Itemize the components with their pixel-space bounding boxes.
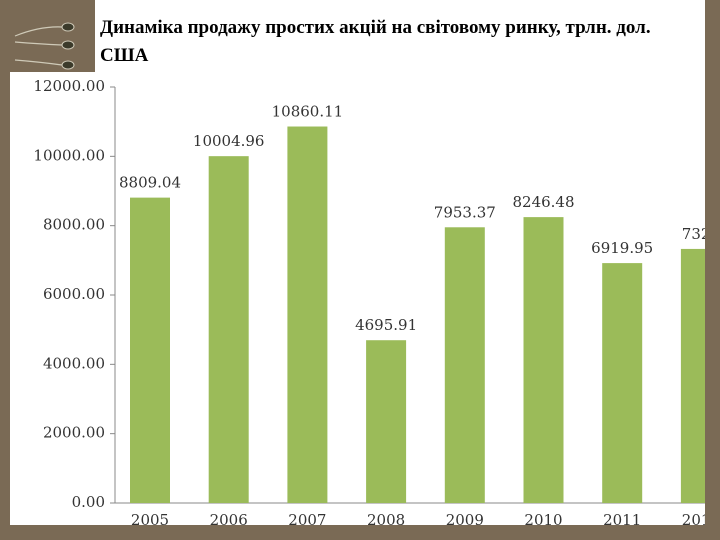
bar <box>602 263 643 503</box>
value-label: 10004.96 <box>193 132 265 150</box>
y-tick-label: 6000.00 <box>43 285 105 303</box>
value-label: 8809.04 <box>119 174 181 192</box>
value-label: 10860.11 <box>272 103 344 121</box>
title-box: Динаміка продажу простих акцій на світов… <box>95 0 705 75</box>
y-tick-label: 12000.00 <box>33 77 105 95</box>
bar <box>208 156 249 503</box>
x-tick-label: 2007 <box>288 511 326 525</box>
decoration <box>14 22 75 70</box>
x-tick-label: 2009 <box>446 511 484 525</box>
x-tick-label: 2011 <box>603 511 641 525</box>
y-tick-label: 8000.00 <box>43 216 105 234</box>
bar <box>287 126 328 504</box>
chart: 0.00 2000.00 4000.00 6000.00 8000.00 10000.00… <box>10 72 705 525</box>
bar <box>444 227 485 503</box>
y-tick-label: 4000.00 <box>43 354 105 372</box>
value-label: 7329 <box>682 225 705 243</box>
x-tick-label: 2008 <box>367 511 405 525</box>
x-tick-label: 2005 <box>131 511 169 525</box>
x-tick-label: 2010 <box>524 511 562 525</box>
y-tick-label: 2000.00 <box>43 424 105 442</box>
bar <box>680 248 705 503</box>
chart-title: Динаміка продажу простих акцій на світов… <box>100 17 651 66</box>
y-tick-label: 10000.00 <box>33 146 105 164</box>
value-label: 8246.48 <box>512 193 574 211</box>
value-label: 6919.95 <box>591 239 653 257</box>
bar <box>130 197 170 504</box>
value-label: 7953.37 <box>434 203 496 221</box>
bar <box>366 340 407 503</box>
plot-background <box>10 72 705 525</box>
value-label: 4695.91 <box>355 316 417 334</box>
x-tick-label: 2006 <box>210 511 248 525</box>
y-tick-label: 0.00 <box>72 493 105 511</box>
x-tick-label: 2012 <box>682 511 705 525</box>
bar <box>523 217 564 504</box>
